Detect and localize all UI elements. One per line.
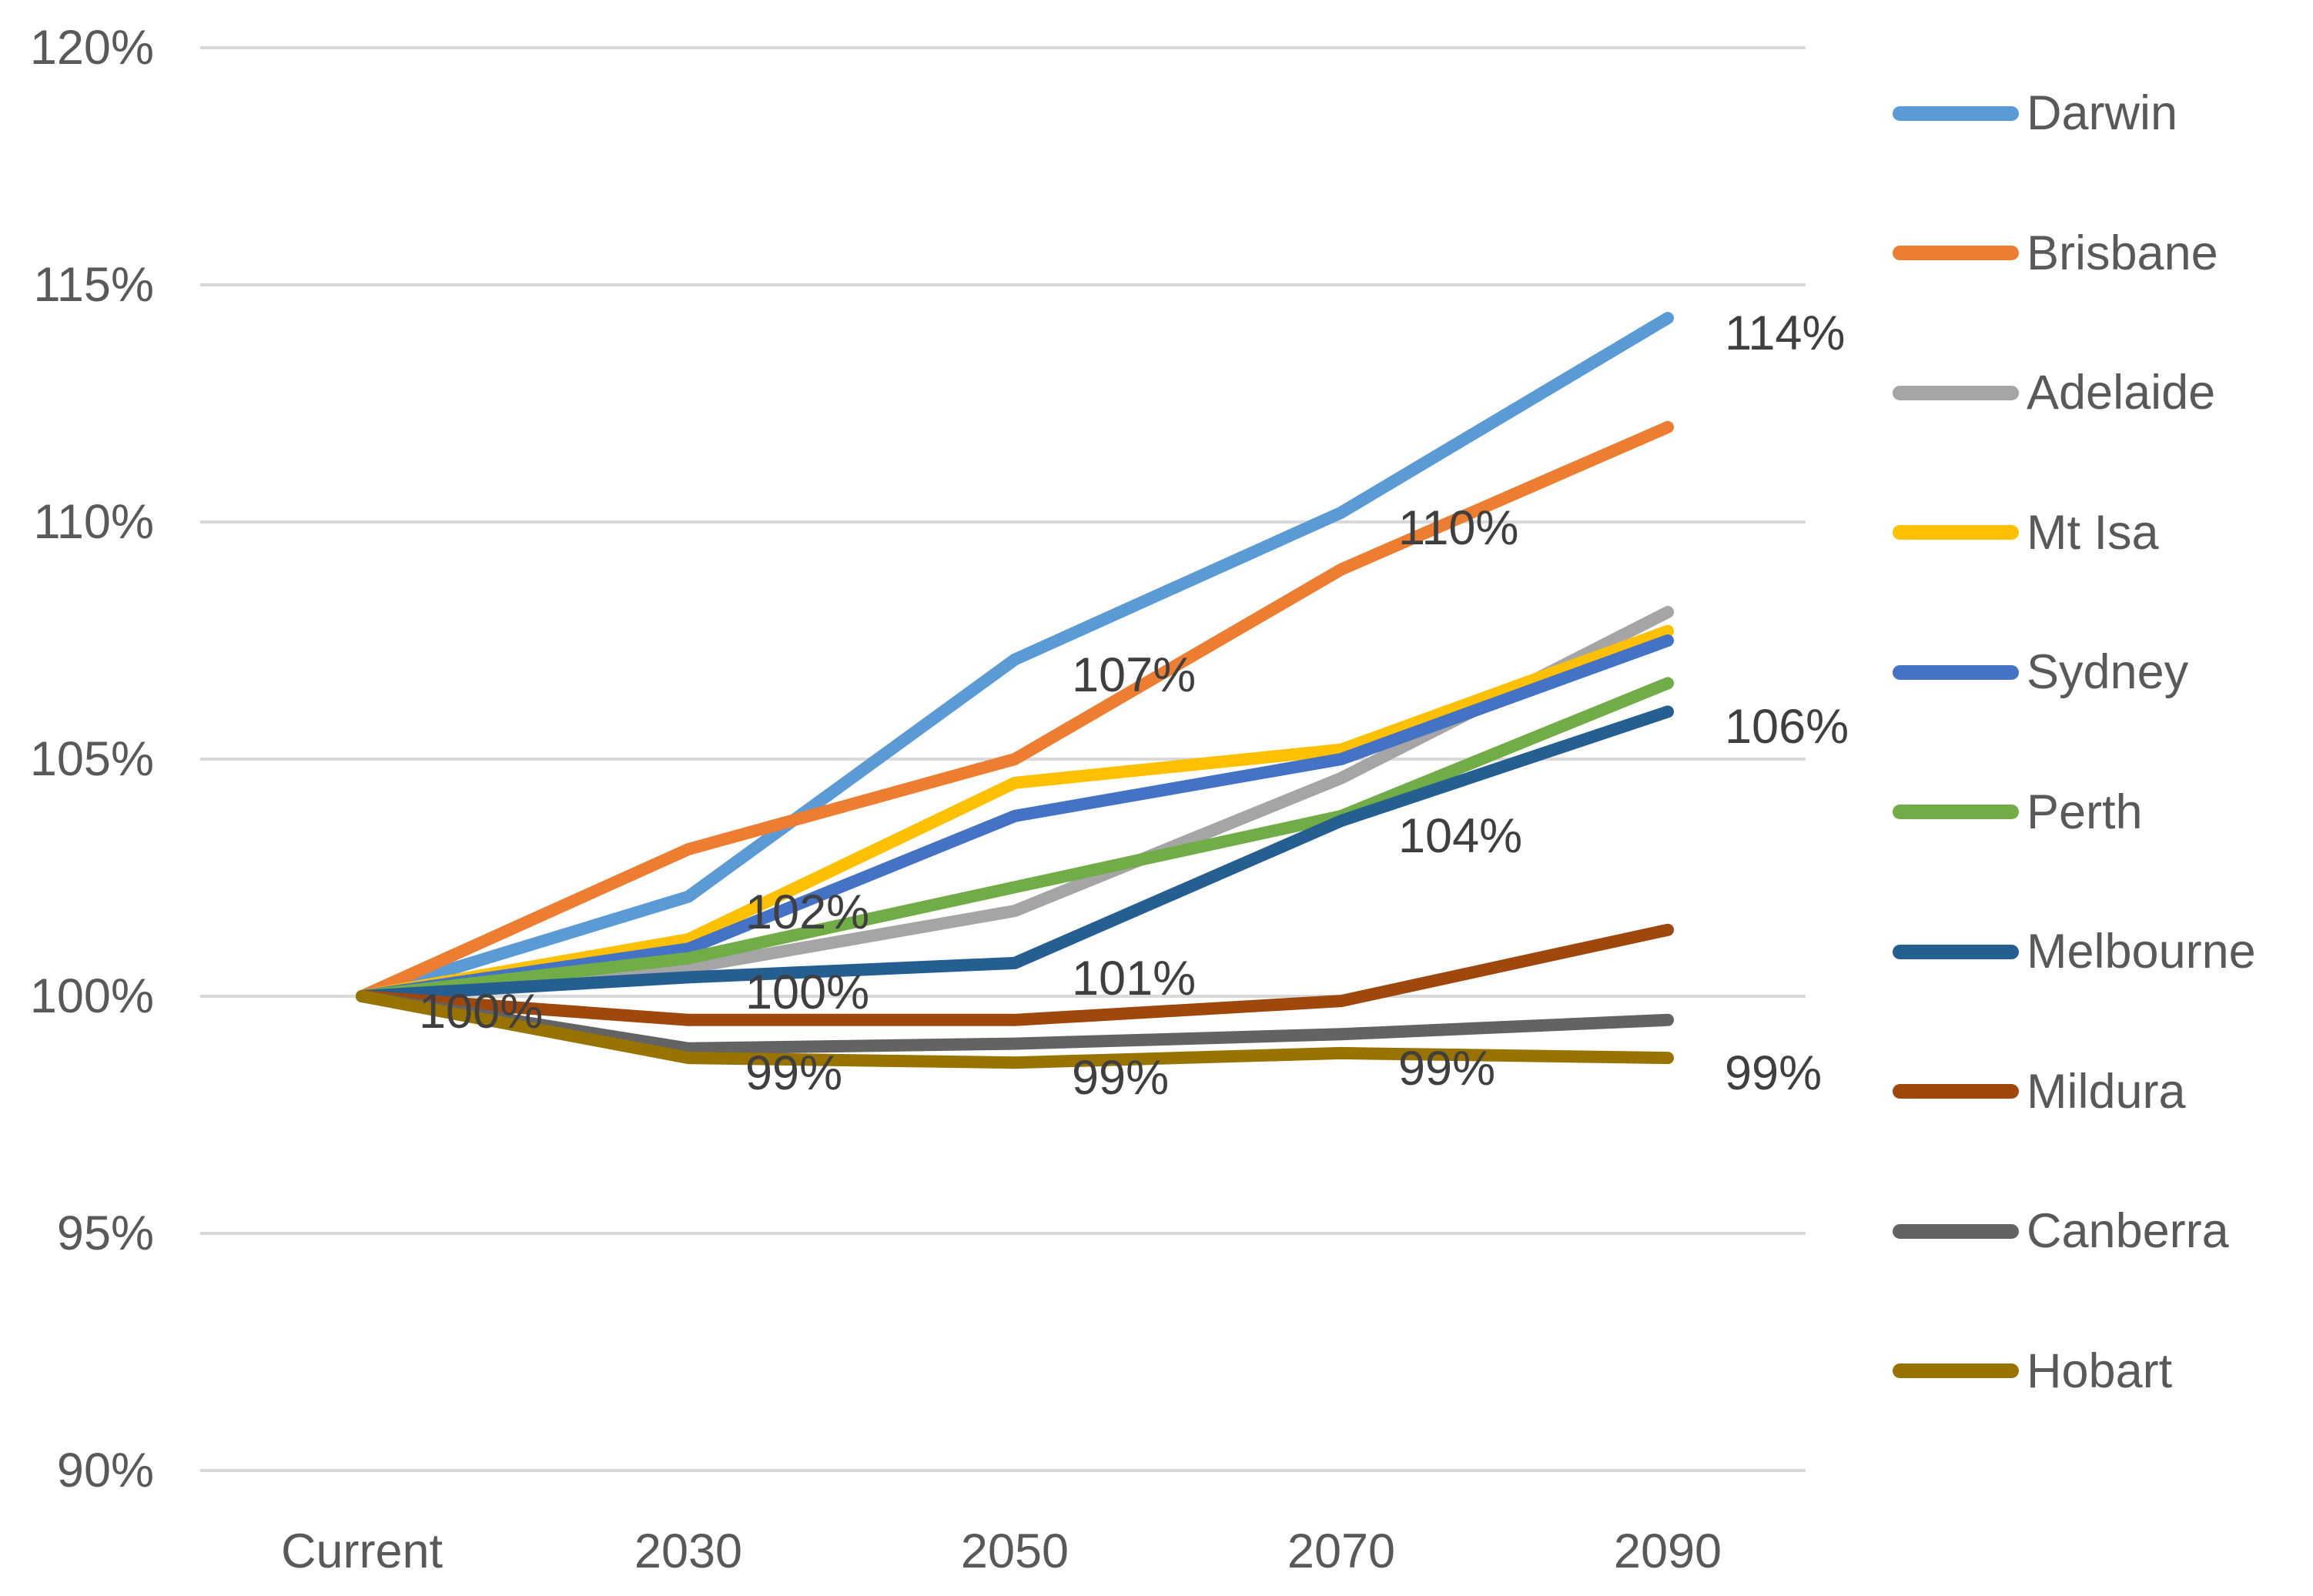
legend-label: Mildura <box>2027 1064 2186 1119</box>
legend-label: Mt Isa <box>2027 505 2159 560</box>
series-line-darwin <box>356 312 1674 1002</box>
data-label-melbourne: 101% <box>1072 951 1197 1005</box>
series-line-sydney <box>356 634 1674 1002</box>
series-line-canberra <box>356 990 1674 1055</box>
y-tick-label: 115% <box>33 258 154 312</box>
legend-item-darwin: Darwin <box>1893 82 2177 144</box>
legend-item-mildura: Mildura <box>1893 1061 2186 1123</box>
data-label-darwin: 110% <box>1398 500 1519 555</box>
data-label-melbourne: 100% <box>745 965 870 1020</box>
legend-swatch-perth <box>1893 805 2019 819</box>
series-line-mildura <box>356 923 1674 1026</box>
data-label-darwin: 107% <box>1072 647 1197 702</box>
y-tick-label: 120% <box>29 21 154 75</box>
legend-label: Brisbane <box>2027 226 2218 280</box>
data-label-hobart: 99% <box>1398 1041 1496 1096</box>
legend-swatch-hobart <box>1893 1363 2019 1378</box>
legend-swatch-mildura <box>1893 1084 2019 1099</box>
legend-swatch-sydney <box>1893 664 2019 680</box>
x-axis-label: 2050 <box>960 1524 1069 1578</box>
legend-item-hobart: Hobart <box>1893 1340 2172 1402</box>
legend-label: Darwin <box>2027 86 2178 140</box>
legend-item-mt-isa: Mt Isa <box>1893 502 2159 564</box>
legend-swatch-brisbane <box>1893 246 2019 260</box>
series-line-melbourne <box>356 705 1674 1002</box>
y-tick-label: 95% <box>56 1206 154 1260</box>
legend-swatch-darwin <box>1893 105 2019 121</box>
y-tick-label: 90% <box>56 1444 154 1497</box>
legend-label: Canberra <box>2027 1204 2229 1258</box>
series-line-brisbane <box>356 420 1674 1002</box>
data-label-melbourne: 104% <box>1398 809 1523 864</box>
x-axis-label: 2070 <box>1287 1524 1396 1578</box>
legend-swatch-canberra <box>1893 1223 2019 1239</box>
legend-label: Adelaide <box>2027 366 2216 420</box>
series-line-perth <box>356 677 1674 1002</box>
legend-item-perth: Perth <box>1893 781 2143 843</box>
legend-label: Hobart <box>2027 1343 2173 1398</box>
y-tick-label: 100% <box>29 969 154 1023</box>
legend-label: Melbourne <box>2027 925 2256 979</box>
data-label-darwin: 102% <box>745 885 870 939</box>
x-axis-label: 2030 <box>634 1524 743 1578</box>
legend-item-sydney: Sydney <box>1893 641 2188 703</box>
legend-item-brisbane: Brisbane <box>1893 223 2218 284</box>
legend-swatch-adelaide <box>1893 385 2019 400</box>
data-label-darwin: 100% <box>419 985 544 1039</box>
legend-item-canberra: Canberra <box>1893 1200 2229 1262</box>
legend-label: Sydney <box>2027 645 2189 699</box>
data-label-darwin: 114% <box>1725 306 1846 361</box>
data-label-hobart: 99% <box>745 1046 843 1101</box>
y-tick-label: 110% <box>33 495 154 549</box>
data-label-melbourne: 106% <box>1725 700 1849 755</box>
x-axis-label: 2090 <box>1613 1524 1722 1578</box>
legend-item-melbourne: Melbourne <box>1893 921 2256 982</box>
legend-swatch-mt-isa <box>1893 525 2019 540</box>
series-line-mt-isa <box>356 624 1674 1002</box>
x-axis-label: Current <box>280 1524 444 1578</box>
data-label-hobart: 99% <box>1725 1046 1823 1101</box>
y-tick-label: 105% <box>29 732 154 786</box>
legend-label: Perth <box>2027 785 2143 839</box>
series-lines <box>356 312 1674 1069</box>
legend-item-adelaide: Adelaide <box>1893 362 2215 423</box>
legend-swatch-melbourne <box>1893 944 2019 959</box>
series-line-hobart <box>356 990 1674 1069</box>
data-label-hobart: 99% <box>1072 1051 1170 1106</box>
